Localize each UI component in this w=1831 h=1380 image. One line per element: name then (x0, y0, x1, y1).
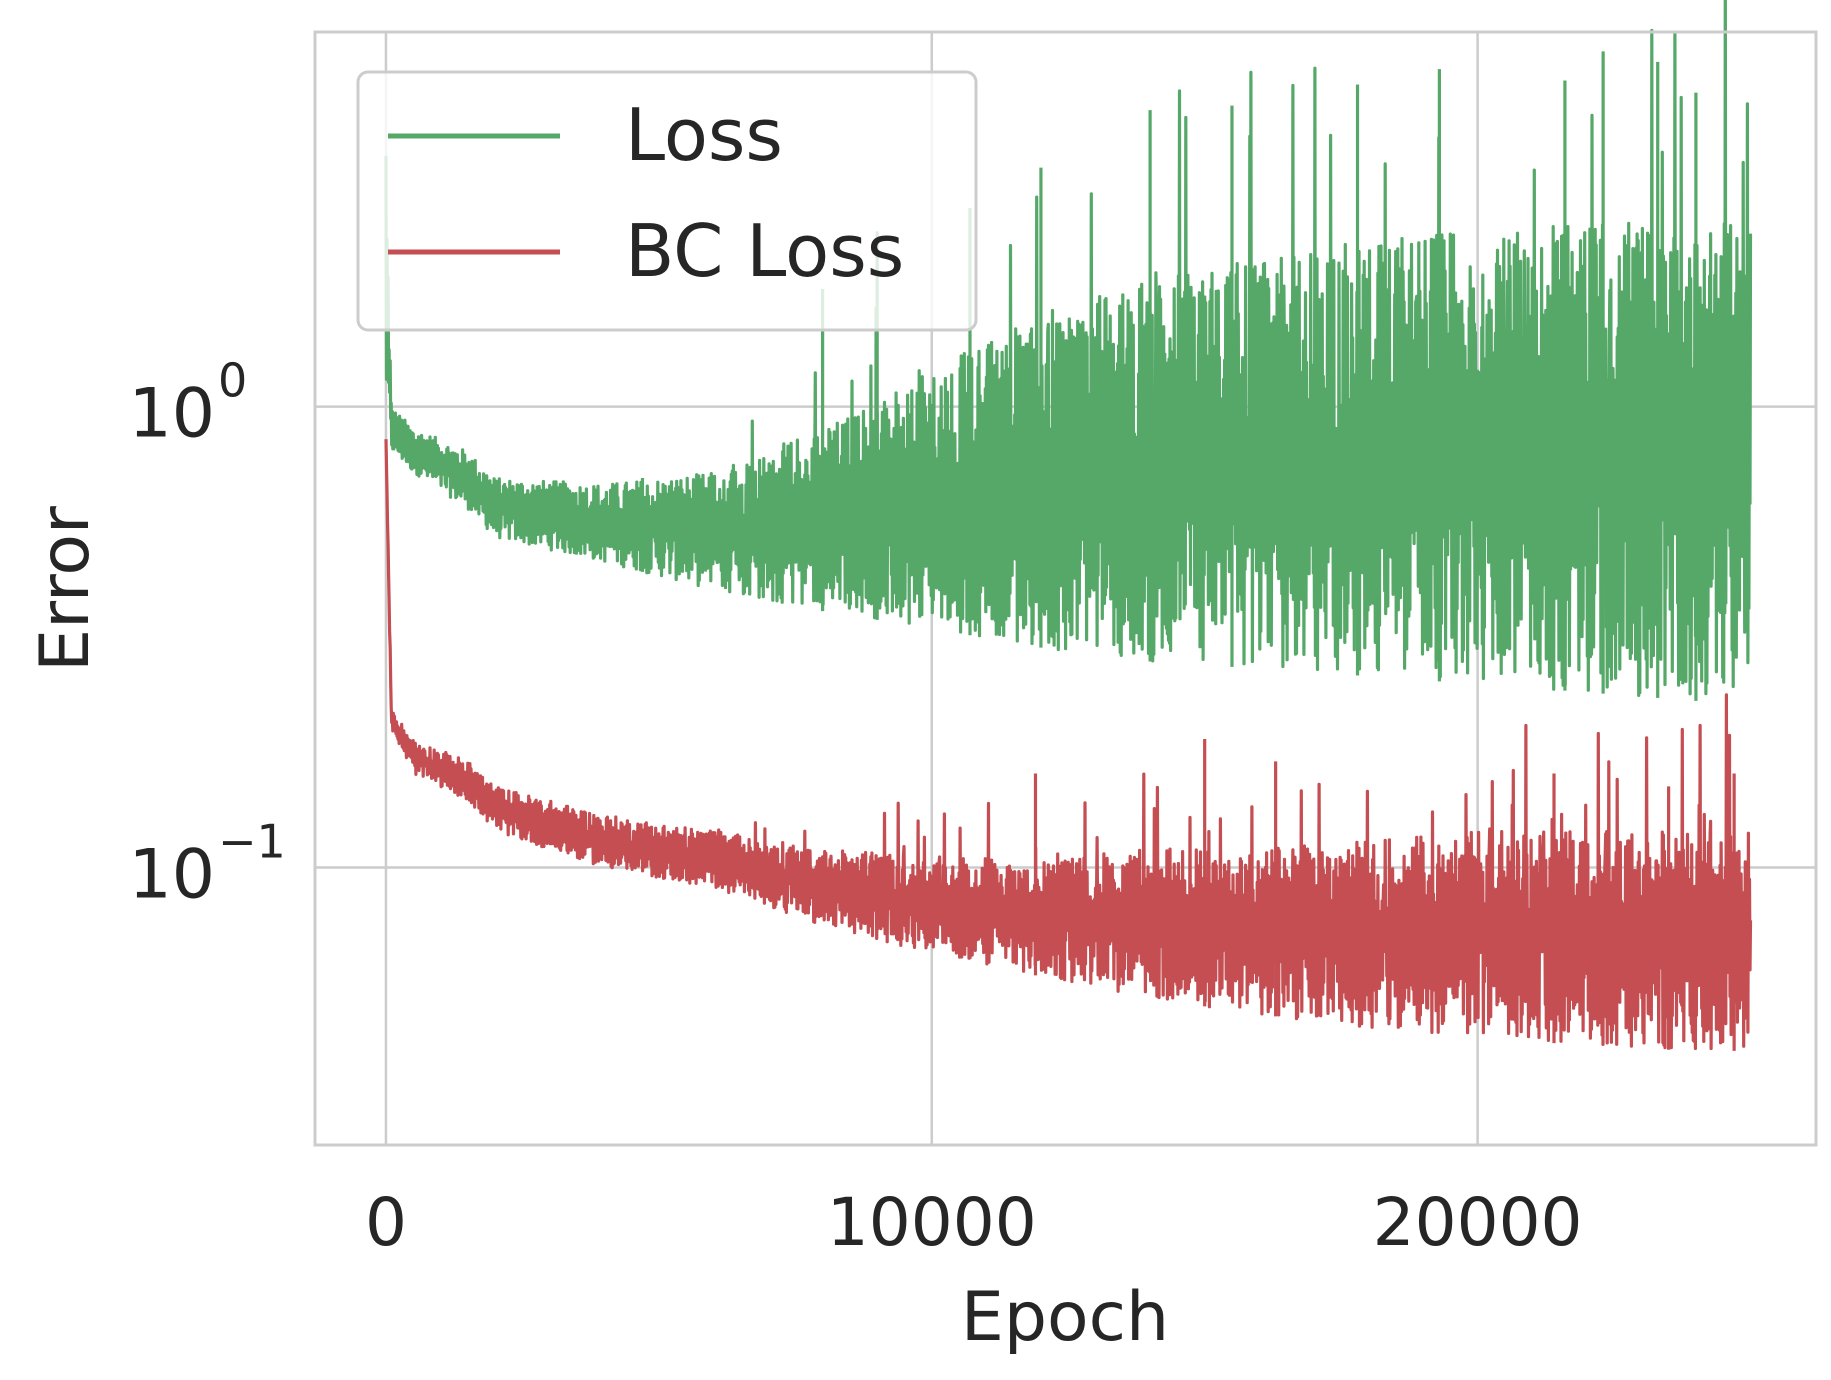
plot-frame (313, 30, 1818, 1147)
y-axis-label: Error (26, 506, 105, 672)
x-axis-ticks: 0 10000 20000 (365, 1184, 1583, 1261)
legend: Loss BC Loss (356, 70, 978, 332)
y-tick-exponent: −1 (218, 815, 286, 869)
y-tick-label: 10 0 (128, 354, 247, 454)
x-tick-label: 20000 (1373, 1184, 1583, 1261)
y-tick-base: 10 (128, 375, 215, 454)
series-line-bc-loss (384, 439, 1753, 1051)
legend-label-loss: Loss (625, 93, 783, 177)
x-axis-label: Epoch (961, 1278, 1169, 1357)
legend-label-bc-loss: BC Loss (625, 209, 904, 293)
y-tick-exponent: 0 (218, 354, 247, 408)
series-layer (384, 0, 1753, 1051)
y-tick-base: 10 (128, 836, 215, 915)
series-line-loss (384, 0, 1753, 697)
x-tick-label: 10000 (827, 1184, 1037, 1261)
x-tick-label: 0 (365, 1184, 407, 1261)
y-tick-label: 10 −1 (128, 815, 285, 915)
